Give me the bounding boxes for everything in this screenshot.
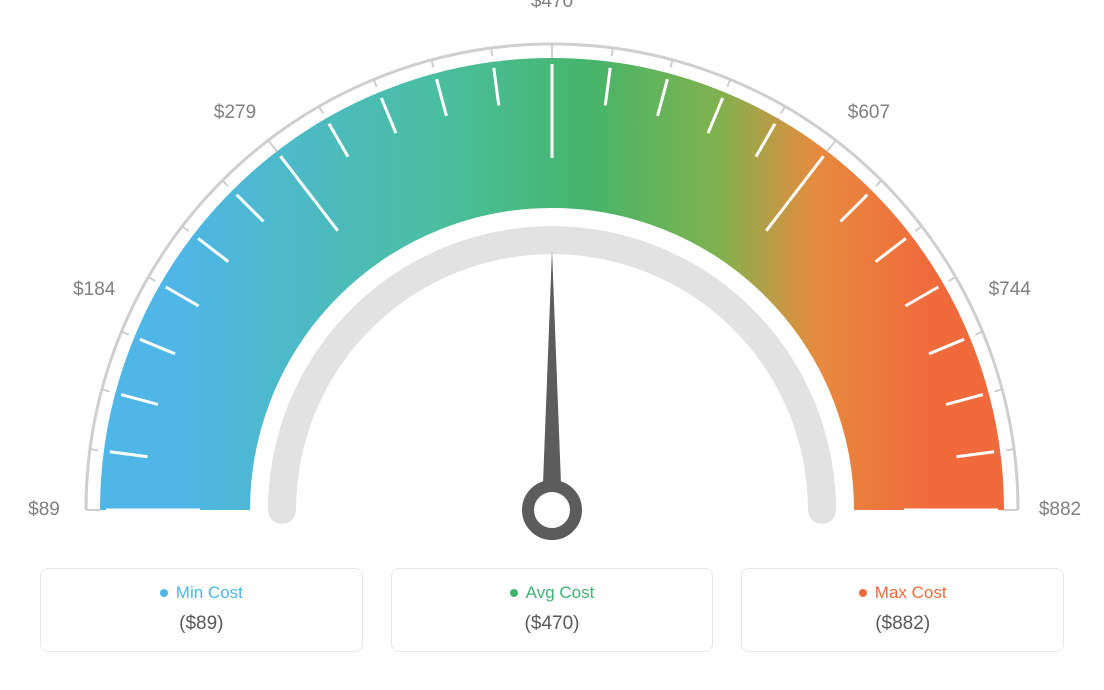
gauge-tick-label: $744 [989, 279, 1031, 301]
legend-card-avg: Avg Cost ($470) [391, 568, 714, 652]
legend-title-avg: Avg Cost [510, 583, 595, 603]
legend-value-max: ($882) [752, 613, 1053, 635]
gauge-tick-label: $607 [848, 102, 890, 124]
legend-title-avg-text: Avg Cost [526, 583, 595, 603]
legend-card-max: Max Cost ($882) [741, 568, 1064, 652]
legend-value-min: ($89) [51, 613, 352, 635]
legend-row: Min Cost ($89) Avg Cost ($470) Max Cost … [0, 568, 1104, 652]
gauge-tick-label: $882 [1039, 499, 1081, 521]
gauge-tick-label: $89 [28, 499, 60, 521]
legend-title-max: Max Cost [859, 583, 947, 603]
legend-dot-avg [510, 589, 518, 597]
gauge-svg [0, 0, 1104, 560]
gauge-tick-label: $470 [531, 0, 573, 13]
legend-value-avg: ($470) [402, 613, 703, 635]
legend-card-min: Min Cost ($89) [40, 568, 363, 652]
legend-title-min: Min Cost [160, 583, 243, 603]
legend-dot-max [859, 589, 867, 597]
gauge-tick-label: $184 [73, 279, 115, 301]
legend-title-max-text: Max Cost [875, 583, 947, 603]
legend-title-min-text: Min Cost [176, 583, 243, 603]
gauge-tick-label: $279 [214, 102, 256, 124]
gauge-chart: $89 $184 $279 $470 $607 $744 $882 [0, 0, 1104, 560]
legend-dot-min [160, 589, 168, 597]
